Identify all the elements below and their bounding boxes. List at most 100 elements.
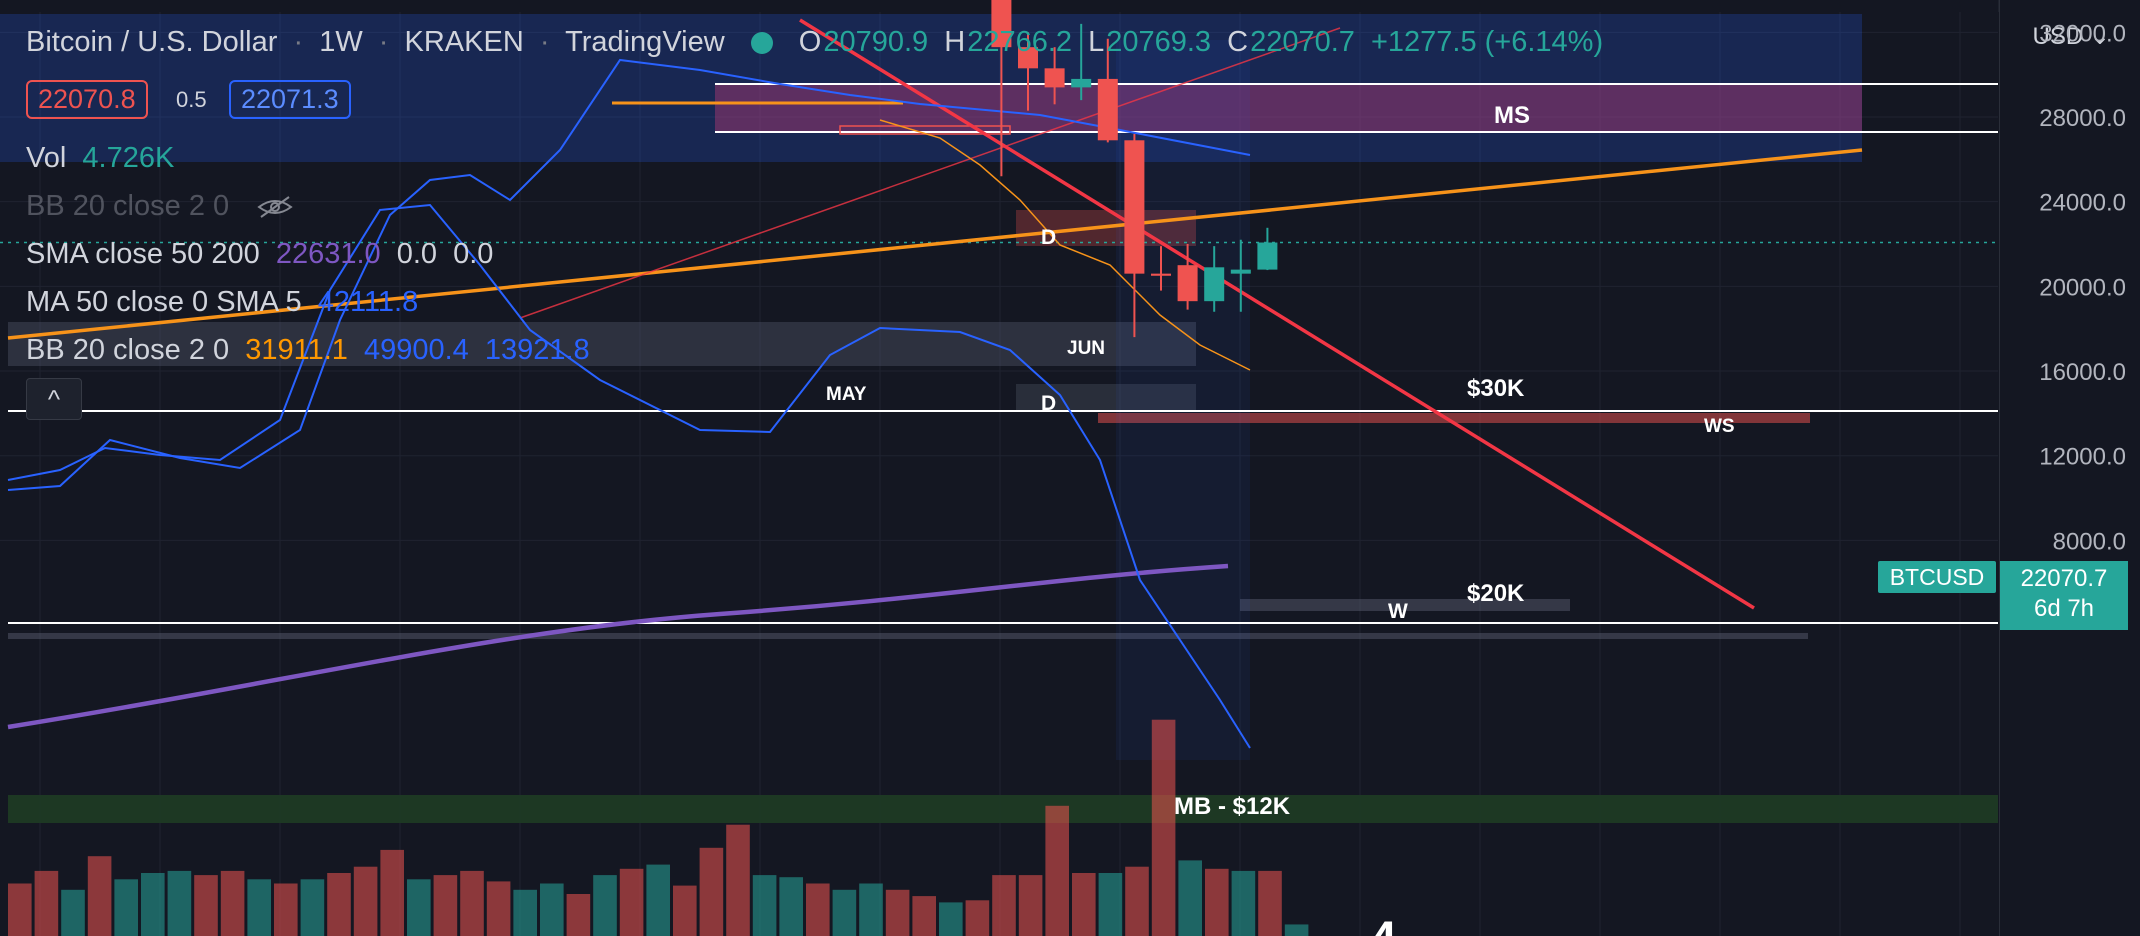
ms-zone xyxy=(715,84,1862,132)
volume-bar xyxy=(433,875,458,936)
bb-legend[interactable]: BB 20 close 2 0 31911.1 49900.4 13921.8 xyxy=(26,334,598,367)
volume-bar xyxy=(965,900,990,936)
market-status-icon[interactable] xyxy=(750,32,773,55)
buy-price-box[interactable]: 22071.3 xyxy=(229,80,351,119)
dot-separator: · xyxy=(293,26,304,58)
sma-legend[interactable]: SMA close 50 200 22631.0 0.0 0.0 xyxy=(26,238,501,271)
w-zone-base xyxy=(8,633,1808,639)
volume-bar xyxy=(486,881,511,936)
volume-bar xyxy=(673,885,697,936)
candle-body xyxy=(1097,78,1118,141)
chevron-down-icon: ⌄ xyxy=(2089,23,2110,50)
candle-body xyxy=(1124,140,1145,274)
candle-body xyxy=(1018,47,1038,69)
may-annotation: MAY xyxy=(826,384,867,405)
ohlc-low-value: 20769.3 xyxy=(1106,26,1212,58)
sell-price-box[interactable]: 22070.8 xyxy=(26,80,148,119)
sma-label: SMA close 50 200 xyxy=(26,238,260,270)
volume-bar xyxy=(1151,719,1176,936)
bb-upper-band xyxy=(7,58,1251,491)
volume-bar xyxy=(646,864,670,936)
volume-bar xyxy=(1284,924,1309,936)
ma-legend[interactable]: MA 50 close 0 SMA 5 42111.8 xyxy=(26,286,426,319)
currency-label: USD xyxy=(2032,23,2084,50)
ohlc-high-value: 22766.2 xyxy=(967,26,1073,58)
volume-bar xyxy=(1205,868,1229,936)
symbol-price-tag: BTCUSD xyxy=(1878,561,1996,593)
source-label: TradingView xyxy=(565,26,725,58)
volume-bar xyxy=(300,879,325,936)
vol-label: Vol xyxy=(26,142,67,174)
ohlc-high-label: H xyxy=(944,26,966,58)
symbol-name: Bitcoin / U.S. Dollar xyxy=(26,26,278,58)
jun-annotation: JUN xyxy=(1067,338,1106,359)
volume-bar xyxy=(619,868,644,936)
bb-hidden-legend[interactable]: BB 20 close 2 0 xyxy=(26,190,293,223)
candle-body xyxy=(1177,265,1198,302)
volume-bar xyxy=(1098,873,1123,936)
mb-zone xyxy=(8,795,1998,823)
bb-lower-band xyxy=(7,203,1251,749)
volume-bar xyxy=(220,870,245,936)
volume-bar xyxy=(992,875,1016,936)
volume-bar xyxy=(274,883,298,936)
bar-countdown: 6d 7h xyxy=(2033,595,2095,622)
volume-bar xyxy=(832,889,857,936)
plot-background xyxy=(0,0,1998,936)
sma-value-3: 0.0 xyxy=(453,238,494,270)
ms-annotation: MS xyxy=(1494,102,1530,129)
exchange-label: KRAKEN xyxy=(404,26,524,58)
currency-selector[interactable]: USD ⌄ xyxy=(2033,22,2110,51)
ohlc-open-value: 20790.9 xyxy=(823,26,929,58)
volume-bar xyxy=(566,894,591,936)
ohlc-close-value: 22070.7 xyxy=(1250,26,1355,58)
volume-legend[interactable]: Vol 4.726K xyxy=(26,142,182,175)
volume-bar xyxy=(699,847,724,936)
volume-bar xyxy=(912,896,936,936)
bb-lower-value: 13921.8 xyxy=(484,334,590,366)
bb-label: BB 20 close 2 0 xyxy=(26,334,230,366)
dot-separator: · xyxy=(539,26,550,58)
volume-bar xyxy=(806,883,830,936)
20k-annotation: $20K xyxy=(1467,580,1525,607)
sma-value-2: 0.0 xyxy=(396,238,438,270)
volume-bar xyxy=(859,883,883,936)
ohlc-close-label: C xyxy=(1227,26,1249,58)
bb-hidden-label: BB 20 close 2 0 xyxy=(26,190,230,222)
candle-body xyxy=(1151,273,1171,276)
w-zone xyxy=(1240,599,1570,611)
volume-bar xyxy=(460,870,484,936)
bb-upper-fill-zone xyxy=(0,14,1862,162)
volume-bar xyxy=(1018,875,1043,936)
thin-red-trendline xyxy=(519,27,1341,319)
volume-bar xyxy=(8,883,32,936)
interval-label[interactable]: 1W xyxy=(319,26,363,58)
bb-upper-value: 49900.4 xyxy=(363,334,469,366)
volume-bar xyxy=(779,877,803,936)
candle-body xyxy=(1230,269,1251,274)
volume-bar xyxy=(885,889,910,936)
volume-bar xyxy=(513,889,537,936)
eye-hidden-icon[interactable] xyxy=(257,195,293,219)
sma-200-line xyxy=(7,563,1229,730)
30k-annotation: $30K xyxy=(1467,375,1525,402)
volume-bar xyxy=(1045,805,1069,936)
price-axis[interactable]: USD ⌄ xyxy=(1999,0,2140,936)
volume-bar xyxy=(353,866,378,936)
volume-bar xyxy=(939,902,963,936)
collapse-legend-button[interactable]: ^ xyxy=(26,378,82,420)
four-annotation: 4 xyxy=(1370,912,1397,936)
symbol-legend[interactable]: Bitcoin / U.S. Dollar · 1W · KRAKEN · Tr… xyxy=(26,26,1611,59)
ohlc-change: +1277.5 (+6.14%) xyxy=(1370,26,1604,58)
ma-value-1: 42111.8 xyxy=(317,286,419,318)
volume-bar xyxy=(167,870,192,936)
ascending-trendline xyxy=(7,148,1863,340)
volume-bar xyxy=(61,889,85,936)
volume-bar xyxy=(114,879,138,936)
mb-12k-annotation: MB - $12K xyxy=(1174,793,1291,820)
ohlc-low-label: L xyxy=(1088,26,1105,58)
volume-bar xyxy=(194,875,218,936)
last-price-tag: 22070.7 6d 7h xyxy=(2000,561,2128,630)
